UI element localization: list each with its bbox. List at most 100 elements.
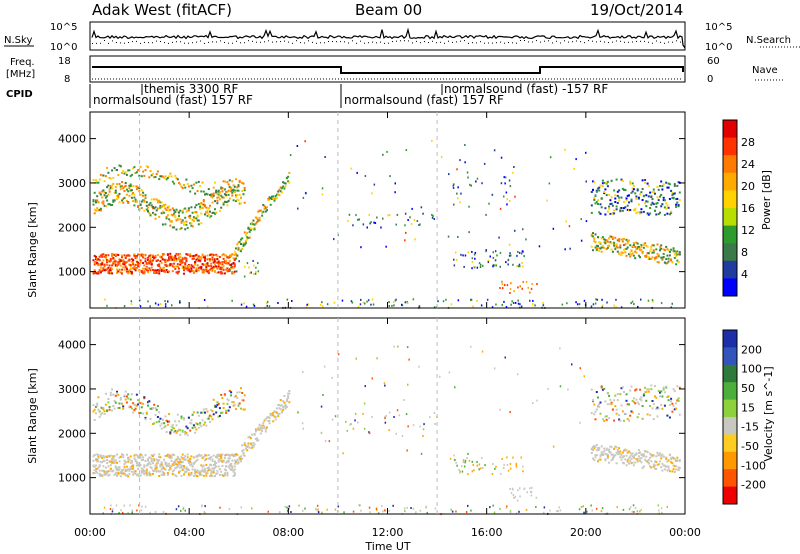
echo-cell <box>127 456 130 459</box>
echo-cell <box>150 205 153 208</box>
echo-cell <box>132 467 135 470</box>
echo-cell <box>626 240 629 243</box>
echo-cell <box>93 408 96 411</box>
echo-cell <box>131 509 134 512</box>
echo-cell <box>107 401 110 404</box>
echo-cell <box>522 265 524 268</box>
echo-cell <box>368 506 371 509</box>
echo-cell <box>282 181 285 184</box>
echo-cell <box>109 391 112 394</box>
echo-cell <box>190 264 193 267</box>
echo-cell <box>651 251 654 254</box>
echo-cell <box>218 209 221 212</box>
echo-cell <box>595 298 597 301</box>
echo-cell <box>209 194 211 196</box>
echo-cell <box>161 175 164 178</box>
noise-search-point <box>244 42 245 44</box>
noise-search-point <box>308 40 309 42</box>
echo-cell <box>370 221 372 224</box>
echo-cell <box>590 412 593 415</box>
echo-cell <box>204 459 206 462</box>
echo-cell <box>121 453 123 456</box>
echo-cell <box>377 512 380 515</box>
echo-cell <box>205 472 208 475</box>
echo-cell <box>630 302 632 305</box>
echo-cell <box>222 407 225 409</box>
echo-cell <box>145 474 148 477</box>
echo-cell <box>649 257 652 260</box>
echo-cell <box>106 472 109 475</box>
echo-cell <box>212 254 215 256</box>
echo-cell <box>375 507 378 510</box>
echo-cell <box>235 257 237 260</box>
echo-cell <box>155 198 158 201</box>
echo-cell <box>125 270 128 273</box>
echo-cell <box>606 180 609 183</box>
echo-cell <box>644 255 647 258</box>
echo-cell <box>179 463 182 466</box>
echo-cell <box>388 214 391 216</box>
echo-cell <box>604 188 607 191</box>
echo-cell <box>631 245 634 248</box>
echo-cell <box>618 189 621 192</box>
echo-cell <box>222 203 225 206</box>
echo-cell <box>241 450 244 453</box>
echo-cell <box>520 456 522 459</box>
noise-search-point <box>316 42 317 44</box>
echo-cell <box>161 205 164 207</box>
echo-cell <box>103 472 106 474</box>
echo-cell <box>597 460 599 463</box>
echo-cell <box>164 455 167 457</box>
echo-cell <box>163 266 166 269</box>
echo-cell <box>492 504 494 507</box>
echo-cell <box>215 258 218 261</box>
echo-cell <box>163 426 166 429</box>
echo-cell <box>144 267 147 270</box>
echo-cell <box>214 463 216 466</box>
echo-cell <box>478 262 481 265</box>
echo-cell <box>221 266 224 269</box>
x-tick-label: 20:00 <box>570 526 602 539</box>
colorbar-swatch <box>723 278 737 297</box>
echo-cell <box>543 511 545 514</box>
noise-search-point <box>476 42 477 44</box>
echo-cell <box>98 410 101 413</box>
echo-cell <box>252 442 255 444</box>
echo-cell <box>133 470 136 473</box>
echo-cell <box>132 267 135 270</box>
echo-cell <box>396 409 399 412</box>
echo-cell <box>128 473 131 476</box>
echo-cell <box>594 194 597 197</box>
echo-cell <box>632 397 635 400</box>
echo-cell <box>271 195 273 198</box>
echo-cell <box>165 463 168 466</box>
echo-cell <box>459 471 461 474</box>
echo-cell <box>148 456 151 459</box>
echo-cell <box>644 458 647 461</box>
echo-cell <box>95 262 97 265</box>
echo-cell <box>235 252 237 255</box>
echo-cell <box>610 242 613 245</box>
echo-cell <box>609 203 612 205</box>
echo-cell <box>113 462 116 465</box>
noise-search-point <box>364 42 365 44</box>
echo-cell <box>114 264 117 267</box>
echo-cell <box>104 256 107 258</box>
echo-cell <box>291 300 293 302</box>
echo-cell <box>634 207 637 210</box>
echo-cell <box>160 257 163 260</box>
echo-cell <box>191 187 194 190</box>
echo-cell <box>233 472 236 475</box>
echo-cell <box>418 365 420 368</box>
echo-cell <box>271 198 273 200</box>
echo-cell <box>216 403 219 406</box>
echo-cell <box>388 429 390 432</box>
echo-cell <box>97 408 100 411</box>
echo-cell <box>259 425 262 428</box>
echo-cell <box>500 182 503 185</box>
echo-cell <box>95 209 97 212</box>
echo-cell <box>111 457 114 460</box>
echo-cell <box>267 420 270 422</box>
noise-search-point <box>440 41 441 43</box>
echo-cell <box>201 269 204 272</box>
